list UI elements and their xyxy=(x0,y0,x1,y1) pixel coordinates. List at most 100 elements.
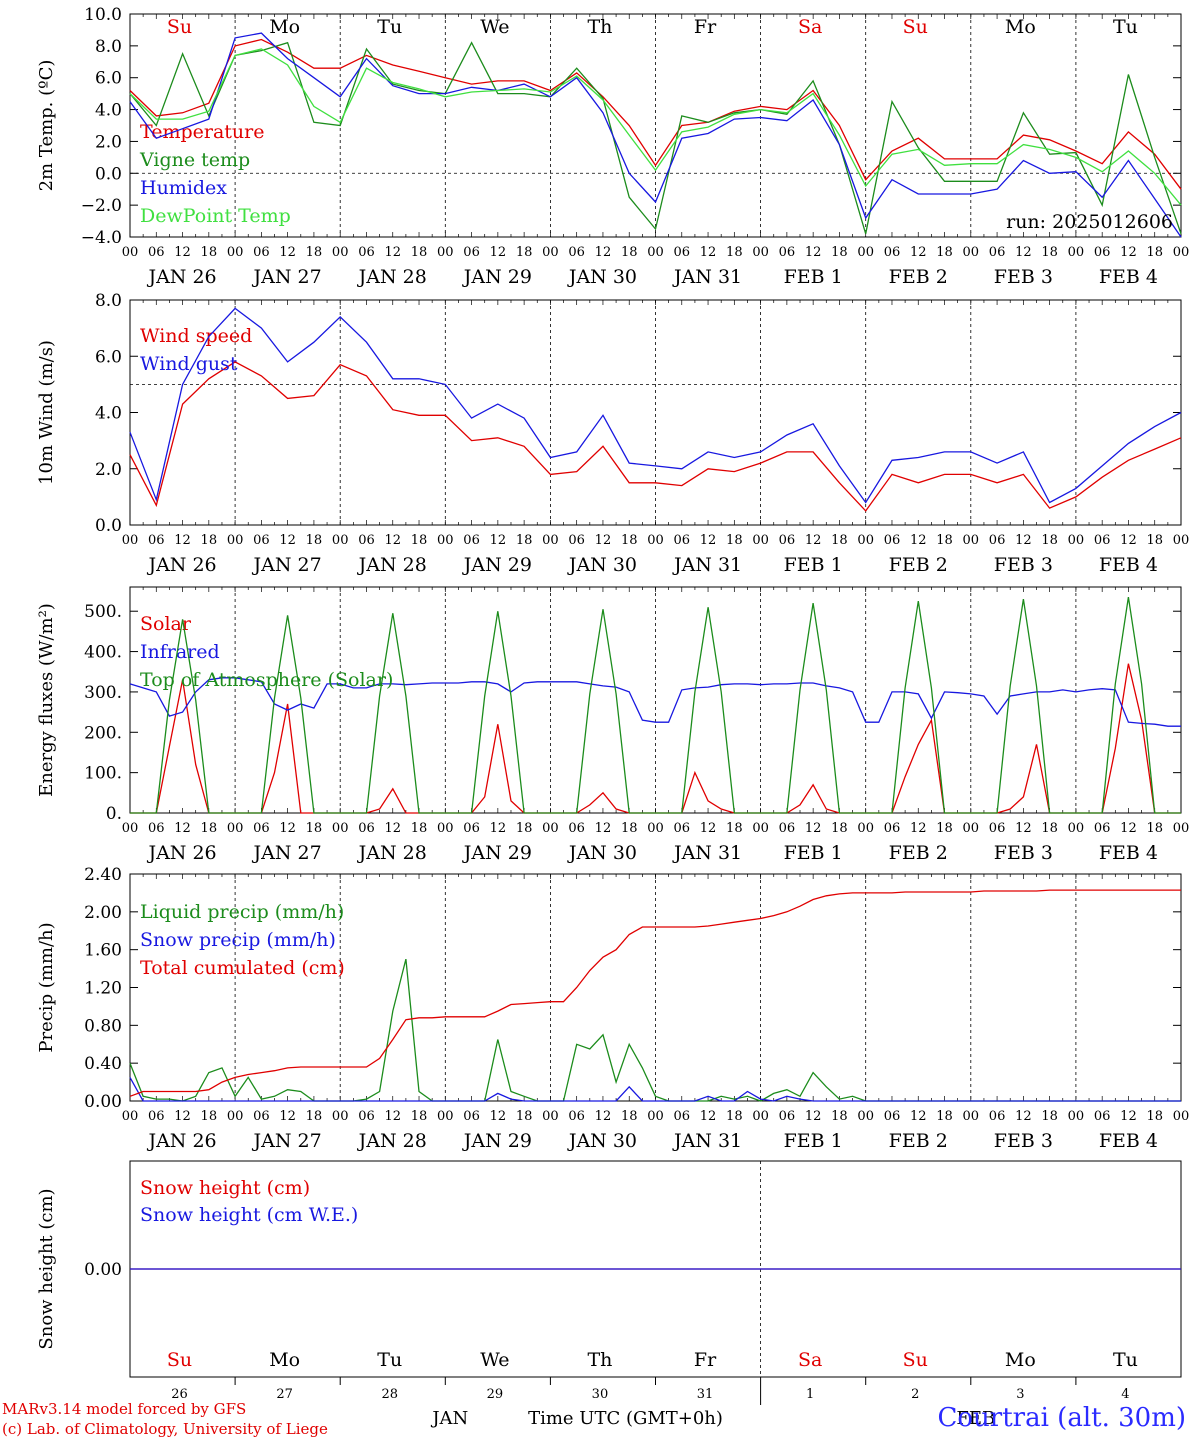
y-axis-label: 10m Wind (m/s) xyxy=(36,340,57,485)
hour-tick-label: 06 xyxy=(1094,245,1111,260)
date-label: FEB 4 xyxy=(1099,842,1158,864)
hour-tick-label: 06 xyxy=(358,821,375,836)
hour-tick-label: 00 xyxy=(963,533,980,548)
y-tick-label: 1.20 xyxy=(84,979,122,999)
hour-tick-label: 00 xyxy=(122,533,139,548)
hour-tick-label: 18 xyxy=(516,533,533,548)
y-axis-label: 2m Temp. (ºC) xyxy=(36,60,57,192)
hour-tick-label: 18 xyxy=(1146,533,1163,548)
weekday-label: Fr xyxy=(694,16,717,38)
hour-tick-label: 00 xyxy=(437,533,454,548)
hour-tick-label: 18 xyxy=(201,245,218,260)
hour-tick-label: 12 xyxy=(910,1109,927,1124)
date-label: JAN 29 xyxy=(462,266,532,288)
hour-tick-label: 18 xyxy=(726,1109,743,1124)
hour-tick-label: 18 xyxy=(1041,533,1058,548)
hour-tick-label: 18 xyxy=(621,533,638,548)
y-tick-label: 500. xyxy=(84,602,122,622)
hour-tick-label: 06 xyxy=(358,1109,375,1124)
hour-tick-label: 12 xyxy=(174,1109,191,1124)
hour-tick-label: 18 xyxy=(1041,1109,1058,1124)
hour-tick-label: 06 xyxy=(568,821,585,836)
hour-tick-label: 18 xyxy=(411,1109,428,1124)
date-label: FEB 2 xyxy=(889,842,948,864)
weekday-label: We xyxy=(480,16,509,38)
day-number-label: 30 xyxy=(592,1387,609,1402)
series-line-1 xyxy=(129,361,1182,512)
hour-tick-label: 18 xyxy=(936,1109,953,1124)
hour-tick-label: 12 xyxy=(174,821,191,836)
hour-tick-label: 12 xyxy=(490,245,507,260)
hour-tick-label: 00 xyxy=(963,1109,980,1124)
hour-tick-label: 00 xyxy=(1068,821,1085,836)
legend-entry: Wind gust xyxy=(140,353,238,375)
date-label: JAN 26 xyxy=(146,266,216,288)
day-number-label: 1 xyxy=(806,1387,814,1402)
hour-tick-label: 06 xyxy=(779,1109,796,1124)
hour-tick-label: 06 xyxy=(148,245,165,260)
weekday-label: Mo xyxy=(269,16,300,38)
weekday-label: Mo xyxy=(1005,1349,1036,1371)
hour-tick-label: 12 xyxy=(490,1109,507,1124)
day-number-label: 2 xyxy=(911,1387,919,1402)
y-tick-label: 200. xyxy=(84,723,122,743)
hour-tick-label: 18 xyxy=(726,821,743,836)
hour-tick-label: 12 xyxy=(805,533,822,548)
hour-tick-label: 12 xyxy=(1120,533,1137,548)
hour-tick-label: 00 xyxy=(857,1109,874,1124)
date-label: JAN 29 xyxy=(462,1130,532,1152)
hour-tick-label: 18 xyxy=(306,245,323,260)
panel-3: 00 06 12 18 00 06 12 18 00 06 12 18 00 06 12 18 00 06 12 18… xyxy=(36,586,1190,864)
y-axis-label: Energy fluxes (W/m²) xyxy=(36,603,57,797)
hour-tick-label: 00 xyxy=(752,533,769,548)
hour-tick-label: 12 xyxy=(595,821,612,836)
date-label: JAN 26 xyxy=(146,1130,216,1152)
date-label: JAN 30 xyxy=(567,842,637,864)
hour-tick-label: 12 xyxy=(174,245,191,260)
hour-tick-label: 00 xyxy=(227,821,244,836)
hour-tick-label: 06 xyxy=(358,533,375,548)
hour-tick-label: 00 xyxy=(332,821,349,836)
hour-tick-label: 12 xyxy=(384,533,401,548)
hour-tick-label: 18 xyxy=(936,533,953,548)
y-tick-label: 0.0 xyxy=(95,164,122,184)
legend-entry: Snow height (cm W.E.) xyxy=(140,1204,358,1226)
y-axis-label: Snow height (cm) xyxy=(36,1188,57,1349)
hour-tick-label: 00 xyxy=(963,821,980,836)
hour-tick-label: 18 xyxy=(516,245,533,260)
hour-tick-label: 18 xyxy=(306,533,323,548)
hour-tick-label: 06 xyxy=(779,821,796,836)
weekday-label: Tu xyxy=(377,1349,402,1371)
hour-tick-label: 06 xyxy=(1094,821,1111,836)
legend-entry: Temperature xyxy=(140,121,264,143)
series-line-2 xyxy=(129,41,1182,235)
hour-tick-label: 12 xyxy=(279,821,296,836)
hour-tick-label: 00 xyxy=(1173,821,1190,836)
hour-tick-label: 06 xyxy=(1094,533,1111,548)
y-tick-label: 0.80 xyxy=(84,1016,122,1036)
date-label: JAN 28 xyxy=(357,266,427,288)
weekday-label: Th xyxy=(587,16,612,38)
y-tick-label: 0.0 xyxy=(95,516,122,536)
legend-entry: Humidex xyxy=(140,177,227,199)
weekday-label: Mo xyxy=(1005,16,1036,38)
hour-tick-label: 18 xyxy=(201,533,218,548)
hour-tick-label: 18 xyxy=(831,821,848,836)
series-line-2 xyxy=(129,1077,1181,1102)
y-tick-label: 0.40 xyxy=(84,1054,122,1074)
month-label: JAN xyxy=(430,1408,468,1429)
day-number-label: 31 xyxy=(697,1387,714,1402)
weekday-label: Sa xyxy=(798,1349,822,1371)
hour-tick-label: 00 xyxy=(647,821,664,836)
hour-tick-label: 18 xyxy=(936,245,953,260)
hour-tick-label: 06 xyxy=(884,245,901,260)
hour-tick-label: 00 xyxy=(542,533,559,548)
hour-tick-label: 06 xyxy=(358,245,375,260)
hour-tick-label: 06 xyxy=(674,533,691,548)
weekday-label: Su xyxy=(167,1349,192,1371)
date-label: JAN 27 xyxy=(252,554,322,576)
y-tick-label: −4.0 xyxy=(81,228,122,248)
series-line-2 xyxy=(129,677,1181,727)
panel-5: 0.00 Snow height (cm) Snow height (cm) Snow… xyxy=(36,1160,1182,1429)
